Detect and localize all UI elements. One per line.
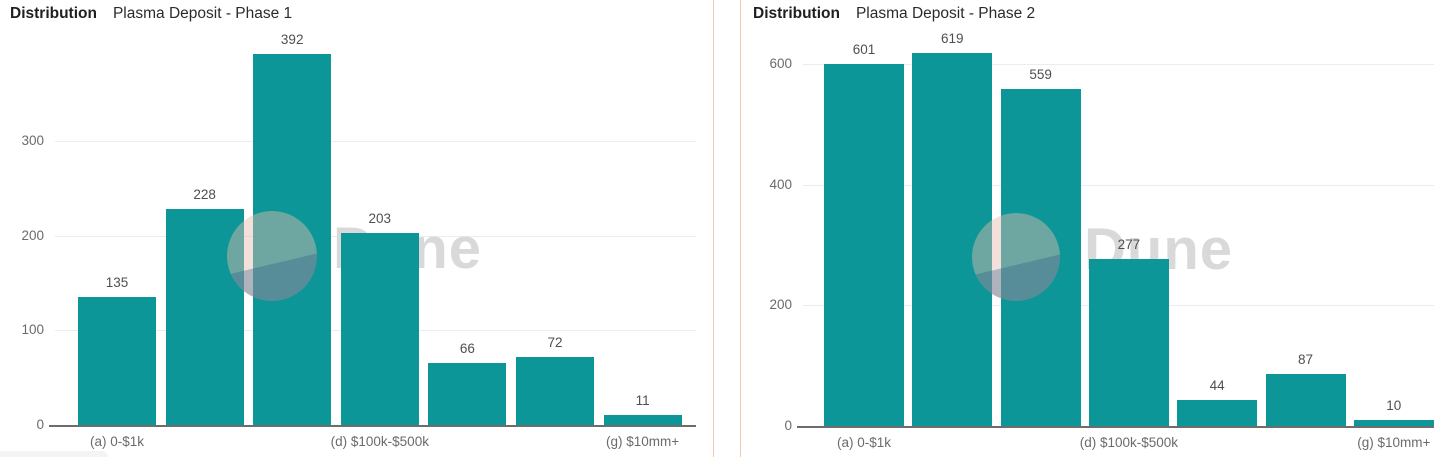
y-axis-tick-label: 200 bbox=[21, 227, 44, 243]
x-axis-tick-label: (d) $100k-$500k bbox=[1079, 435, 1179, 450]
chart-card-phase-1: Distribution Plasma Deposit - Phase 1 Du… bbox=[0, 0, 714, 457]
bar-2[interactable] bbox=[1000, 88, 1081, 426]
bar-value-label: 87 bbox=[1297, 351, 1314, 367]
x-axis-line bbox=[797, 426, 1434, 428]
bar-value-label: 10 bbox=[1386, 398, 1402, 413]
bar-2[interactable] bbox=[253, 54, 332, 425]
bar-value-label: 203 bbox=[368, 210, 392, 226]
y-axis-tick-label: 600 bbox=[769, 56, 792, 72]
bar-1[interactable] bbox=[912, 52, 993, 426]
bar-6[interactable] bbox=[603, 414, 682, 425]
bar-5[interactable] bbox=[1265, 373, 1346, 426]
dune-watermark-logo-icon bbox=[972, 213, 1060, 301]
bar-value-label: 392 bbox=[280, 32, 304, 47]
bar-value-label: 72 bbox=[547, 334, 563, 350]
chart-header-phase-1: Distribution Plasma Deposit - Phase 1 bbox=[10, 5, 292, 23]
bar-5[interactable] bbox=[516, 356, 594, 425]
chart-subtitle: Plasma Deposit - Phase 1 bbox=[112, 5, 293, 22]
gridline-y-400 bbox=[803, 184, 1434, 186]
bar-chart-phase-2: Dune 601 619 559 277 44 87 10 0 200 400 600 (a) 0-$1… bbox=[741, 0, 1440, 457]
x-axis-tick-label: (g) $10mm+ bbox=[1357, 435, 1431, 450]
bar-0[interactable] bbox=[78, 297, 156, 425]
y-axis-tick-label: 0 bbox=[784, 418, 792, 433]
bar-value-label: 135 bbox=[105, 275, 129, 291]
bar-1[interactable] bbox=[165, 209, 244, 425]
bar-3[interactable] bbox=[1088, 258, 1169, 426]
bar-value-label: 228 bbox=[193, 187, 216, 203]
chart-header-phase-2: Distribution Plasma Deposit - Phase 2 bbox=[753, 5, 1035, 23]
chart-title-label: Distribution bbox=[10, 5, 97, 22]
y-axis-tick-label: 200 bbox=[769, 297, 792, 313]
bar-value-label: 44 bbox=[1209, 377, 1225, 393]
chart-card-phase-2: Distribution Plasma Deposit - Phase 2 Du… bbox=[740, 0, 1440, 457]
x-axis-line bbox=[49, 425, 696, 427]
bar-value-label: 601 bbox=[852, 41, 876, 57]
bar-value-label: 277 bbox=[1117, 236, 1141, 252]
x-axis-tick-label: (a) 0-$1k bbox=[836, 435, 892, 450]
y-axis-tick-label: 300 bbox=[21, 133, 44, 149]
gridline-y-300 bbox=[55, 141, 696, 143]
bar-chart-phase-1: Dune1352283922036672110100200300(a) 0-$1… bbox=[0, 0, 713, 457]
bar-value-label: 11 bbox=[635, 392, 650, 408]
x-axis-tick-label: (g) $10mm+ bbox=[606, 434, 680, 449]
y-axis-tick-label: 0 bbox=[36, 417, 44, 432]
y-axis-tick-label: 400 bbox=[769, 176, 792, 192]
dune-watermark-logo-icon bbox=[227, 211, 317, 301]
bar-6[interactable] bbox=[1353, 420, 1434, 426]
bar-3[interactable] bbox=[340, 232, 419, 425]
bar-value-label: 66 bbox=[459, 340, 475, 356]
bar-4[interactable] bbox=[1177, 399, 1258, 426]
bar-0[interactable] bbox=[824, 63, 904, 426]
bar-value-label: 619 bbox=[941, 30, 964, 46]
bar-value-label: 559 bbox=[1029, 66, 1052, 82]
x-axis-tick-label: (a) 0-$1k bbox=[89, 434, 145, 449]
chart-title-label: Distribution bbox=[753, 5, 840, 22]
bar-4[interactable] bbox=[428, 362, 507, 425]
y-axis-tick-label: 100 bbox=[21, 322, 44, 338]
gridline-y-600 bbox=[803, 64, 1434, 66]
bottom-left-rounded-corner bbox=[0, 451, 108, 457]
x-axis-tick-label: (d) $100k-$500k bbox=[330, 434, 429, 449]
chart-subtitle: Plasma Deposit - Phase 2 bbox=[855, 5, 1036, 22]
